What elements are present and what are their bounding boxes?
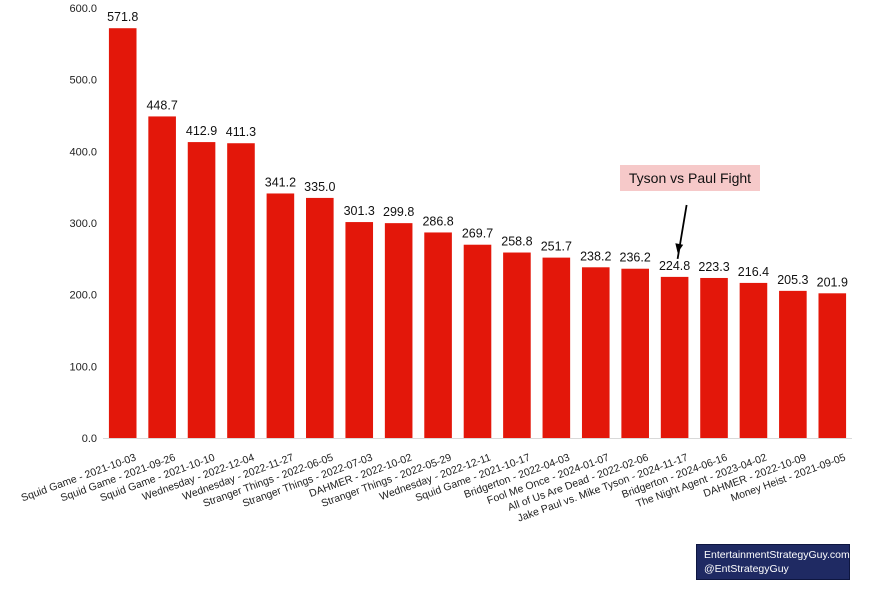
credit-handle: @EntStrategyGuy — [704, 563, 789, 575]
data-labels: 571.8 448.7 412.9 411.3 341.2 335.0 301.3 299.8… — [107, 10, 848, 289]
y-tick-label: 400.0 — [69, 146, 97, 158]
bar — [463, 244, 492, 438]
bar — [384, 223, 413, 438]
data-label: 412.9 — [186, 124, 217, 138]
y-tick-label: 300.0 — [69, 218, 97, 230]
bar — [660, 276, 689, 438]
data-label: 205.3 — [777, 273, 808, 287]
data-label: 201.9 — [817, 275, 848, 289]
bar — [227, 143, 255, 439]
bar — [187, 142, 216, 439]
bar — [581, 267, 610, 438]
data-label: 335.0 — [304, 180, 335, 194]
data-label: 301.3 — [344, 204, 375, 218]
bar — [345, 222, 374, 438]
data-label: 269.7 — [462, 227, 493, 241]
y-tick-label: 0.0 — [82, 433, 97, 445]
data-label: 258.8 — [501, 235, 532, 249]
arrow-head — [675, 243, 684, 253]
bar — [621, 268, 649, 438]
bar — [424, 232, 452, 438]
y-tick-label: 100.0 — [69, 361, 97, 373]
bar — [108, 28, 137, 439]
y-tick-label: 600.0 — [69, 3, 97, 15]
data-label: 448.7 — [146, 98, 177, 112]
annotation-arrow — [675, 204, 688, 260]
annotation-label: Tyson vs Paul Fight — [620, 165, 760, 191]
data-label: 216.4 — [738, 265, 769, 279]
data-label: 238.2 — [580, 249, 611, 263]
credit-website: EntertainmentStrategyGuy.com — [704, 549, 850, 561]
data-label: 224.8 — [659, 259, 690, 273]
y-tick-label: 500.0 — [69, 75, 97, 87]
data-label: 286.8 — [422, 214, 453, 228]
bar — [503, 252, 531, 438]
data-label: 411.3 — [226, 125, 256, 139]
data-label: 236.2 — [620, 251, 651, 265]
data-label: 251.7 — [541, 240, 572, 254]
credit-box: EntertainmentStrategyGuy.com @EntStrateg… — [696, 544, 850, 580]
bar — [306, 197, 334, 438]
bar — [148, 116, 176, 438]
bars — [108, 28, 847, 439]
bar — [739, 282, 768, 438]
bar — [700, 277, 728, 438]
bar — [818, 293, 847, 438]
bar — [779, 290, 807, 438]
y-tick-label: 200.0 — [69, 290, 97, 302]
data-label: 341.2 — [265, 175, 296, 189]
y-axis: 0.0 100.0 200.0 300.0 400.0 500.0 600.0 — [69, 3, 852, 445]
data-label: 299.8 — [383, 205, 414, 219]
data-label: 223.3 — [698, 260, 729, 274]
bar — [542, 257, 571, 438]
bar — [266, 193, 295, 438]
data-label: 571.8 — [107, 10, 138, 24]
